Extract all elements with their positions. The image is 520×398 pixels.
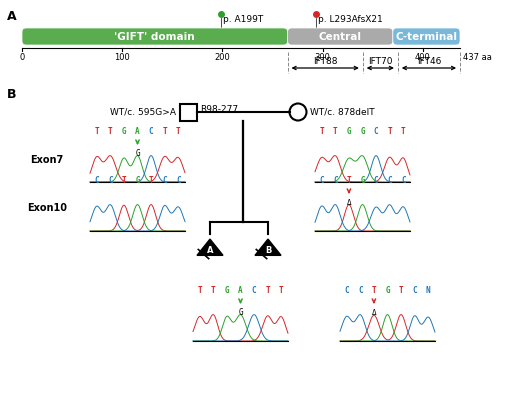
Text: A: A xyxy=(238,286,243,295)
Text: G: G xyxy=(347,127,351,136)
Polygon shape xyxy=(255,239,281,256)
Polygon shape xyxy=(197,239,223,256)
Text: C: C xyxy=(176,176,180,185)
Text: T: T xyxy=(387,127,392,136)
Text: 300: 300 xyxy=(315,53,331,62)
Text: T: T xyxy=(198,286,202,295)
Text: C: C xyxy=(333,176,337,185)
Text: C: C xyxy=(374,127,379,136)
Bar xyxy=(179,103,197,121)
Text: B: B xyxy=(7,88,17,101)
Text: p. A199T: p. A199T xyxy=(224,15,264,24)
Text: T: T xyxy=(122,176,126,185)
Text: C: C xyxy=(252,286,256,295)
Text: Central: Central xyxy=(319,31,362,41)
Text: Δ: Δ xyxy=(347,198,351,207)
Text: C: C xyxy=(374,176,379,185)
Text: WT/c. 878delT: WT/c. 878delT xyxy=(310,107,375,117)
Text: C: C xyxy=(358,286,362,295)
Text: A: A xyxy=(7,10,17,23)
Text: T: T xyxy=(399,286,404,295)
Text: C: C xyxy=(401,176,406,185)
Text: IFT46: IFT46 xyxy=(417,57,441,66)
Text: C: C xyxy=(162,176,167,185)
Text: C: C xyxy=(387,176,392,185)
Text: T: T xyxy=(95,127,99,136)
Text: T: T xyxy=(333,127,337,136)
Text: 200: 200 xyxy=(215,53,230,62)
Text: C: C xyxy=(412,286,417,295)
Text: T: T xyxy=(319,127,324,136)
FancyBboxPatch shape xyxy=(22,28,288,45)
Text: C-terminal: C-terminal xyxy=(395,31,458,41)
Text: T: T xyxy=(347,176,351,185)
Text: 0: 0 xyxy=(19,53,24,62)
Text: B: B xyxy=(265,246,271,255)
Text: T: T xyxy=(401,127,406,136)
Text: 437 aa: 437 aa xyxy=(463,53,492,62)
Text: C: C xyxy=(95,176,99,185)
Text: T: T xyxy=(265,286,270,295)
Text: G: G xyxy=(135,176,140,185)
Text: Exon7: Exon7 xyxy=(30,155,63,165)
Text: C: C xyxy=(344,286,349,295)
FancyBboxPatch shape xyxy=(393,28,460,45)
Text: G: G xyxy=(238,308,243,317)
Text: G: G xyxy=(360,127,365,136)
Text: R98-277: R98-277 xyxy=(201,105,239,115)
Text: G: G xyxy=(122,127,126,136)
Text: 'GIFT' domain: 'GIFT' domain xyxy=(114,31,195,41)
Text: T: T xyxy=(149,176,153,185)
Text: C: C xyxy=(108,176,113,185)
Text: G: G xyxy=(135,149,140,158)
Text: T: T xyxy=(162,127,167,136)
Text: C: C xyxy=(319,176,324,185)
Text: N: N xyxy=(426,286,431,295)
Text: 100: 100 xyxy=(114,53,130,62)
Text: Δ: Δ xyxy=(372,308,376,317)
Text: C: C xyxy=(149,127,153,136)
Text: IFT88: IFT88 xyxy=(313,57,337,66)
Text: p. L293AfsX21: p. L293AfsX21 xyxy=(318,15,382,24)
Text: A: A xyxy=(135,127,140,136)
Text: WT/c. 595G>A: WT/c. 595G>A xyxy=(110,107,176,117)
Text: Exon10: Exon10 xyxy=(27,203,67,213)
Text: G: G xyxy=(225,286,229,295)
Text: 400: 400 xyxy=(415,53,431,62)
Circle shape xyxy=(290,103,306,121)
Text: T: T xyxy=(108,127,113,136)
Text: T: T xyxy=(372,286,376,295)
Text: G: G xyxy=(385,286,390,295)
Text: IFT70: IFT70 xyxy=(368,57,393,66)
Text: T: T xyxy=(176,127,180,136)
FancyBboxPatch shape xyxy=(288,28,393,45)
Text: T: T xyxy=(211,286,216,295)
Text: A: A xyxy=(207,246,213,255)
Text: T: T xyxy=(279,286,283,295)
Text: G: G xyxy=(360,176,365,185)
